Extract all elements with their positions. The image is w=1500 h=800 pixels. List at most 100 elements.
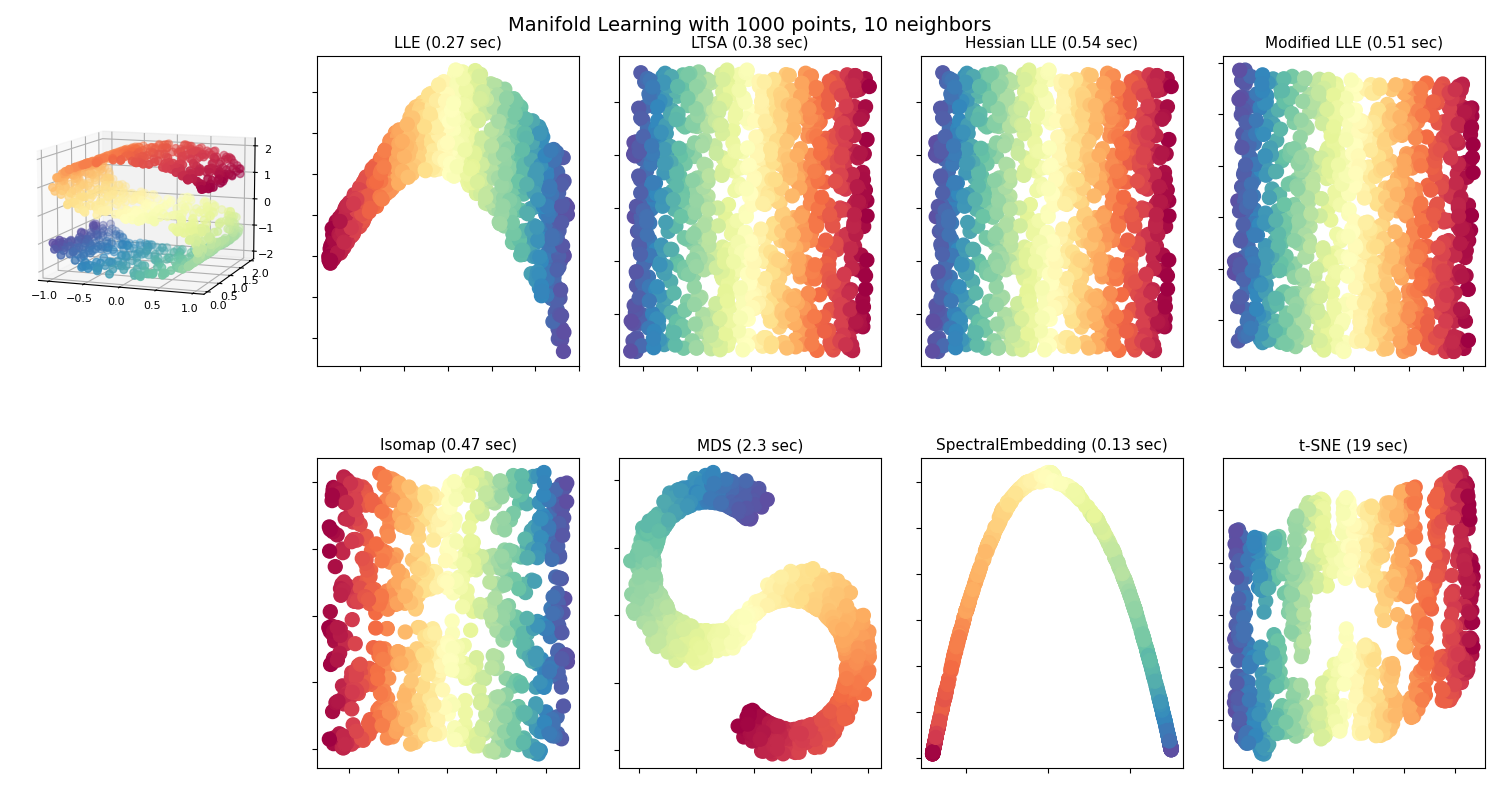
- Point: [847, 676, 871, 689]
- Point: [1016, 477, 1040, 490]
- Point: [546, 619, 570, 632]
- Point: [503, 573, 526, 586]
- Point: [1366, 162, 1390, 174]
- Point: [849, 633, 873, 646]
- Point: [1340, 558, 1364, 571]
- Point: [442, 129, 466, 142]
- Point: [1000, 114, 1024, 126]
- Point: [922, 742, 946, 754]
- Point: [344, 493, 368, 506]
- Point: [696, 630, 720, 642]
- Point: [1362, 258, 1386, 270]
- Point: [1443, 106, 1467, 119]
- Point: [1146, 687, 1170, 700]
- Point: [692, 263, 715, 276]
- Point: [1440, 669, 1464, 682]
- Point: [644, 129, 668, 142]
- Point: [798, 111, 822, 124]
- Point: [957, 595, 981, 608]
- Point: [968, 562, 992, 574]
- Point: [422, 534, 446, 546]
- Point: [1251, 69, 1275, 82]
- Point: [705, 644, 729, 657]
- Point: [400, 695, 424, 708]
- Point: [1116, 582, 1140, 595]
- Point: [484, 578, 508, 590]
- Point: [448, 98, 472, 110]
- Point: [1311, 677, 1335, 690]
- Point: [1239, 195, 1263, 208]
- Point: [982, 174, 1006, 186]
- Point: [386, 646, 410, 658]
- Point: [360, 193, 384, 206]
- Point: [1005, 486, 1029, 498]
- Point: [405, 142, 429, 154]
- Point: [1060, 486, 1084, 499]
- Point: [486, 171, 510, 184]
- Point: [332, 741, 356, 754]
- Point: [1227, 629, 1251, 642]
- Point: [360, 166, 384, 178]
- Point: [1232, 674, 1256, 686]
- Point: [524, 654, 548, 666]
- Point: [759, 721, 783, 734]
- Point: [554, 592, 578, 605]
- Point: [1299, 154, 1323, 166]
- Point: [546, 522, 570, 535]
- Point: [722, 502, 746, 515]
- Point: [740, 105, 764, 118]
- Point: [458, 142, 482, 154]
- Point: [1431, 684, 1455, 697]
- Point: [1438, 305, 1462, 318]
- Point: [742, 174, 766, 186]
- Point: [982, 237, 1006, 250]
- Point: [750, 95, 774, 108]
- Point: [1437, 86, 1461, 99]
- Point: [413, 110, 436, 123]
- Point: [705, 632, 729, 645]
- Point: [850, 166, 874, 178]
- Point: [1443, 83, 1467, 96]
- Point: [1150, 707, 1174, 720]
- Point: [626, 147, 650, 160]
- Point: [507, 738, 531, 751]
- Point: [1294, 179, 1318, 192]
- Point: [1362, 240, 1386, 253]
- Point: [416, 155, 440, 168]
- Point: [1371, 343, 1395, 356]
- Point: [1452, 541, 1476, 554]
- Point: [381, 596, 405, 609]
- Point: [1368, 303, 1392, 316]
- Point: [642, 559, 666, 572]
- Point: [381, 140, 405, 153]
- Point: [1226, 300, 1250, 313]
- Point: [1430, 482, 1454, 495]
- Point: [837, 342, 861, 354]
- Point: [374, 181, 398, 194]
- Point: [726, 720, 750, 733]
- Point: [344, 217, 368, 230]
- Point: [1292, 166, 1316, 178]
- Point: [414, 158, 438, 170]
- Point: [1086, 515, 1110, 528]
- Point: [1448, 179, 1472, 192]
- Point: [735, 307, 759, 320]
- Point: [942, 139, 966, 152]
- Point: [634, 190, 658, 202]
- Point: [1113, 574, 1137, 587]
- Point: [404, 663, 427, 676]
- Point: [810, 602, 834, 614]
- Point: [930, 703, 954, 716]
- Point: [1017, 476, 1041, 489]
- Point: [658, 486, 682, 499]
- Point: [992, 502, 1016, 515]
- Point: [664, 163, 688, 176]
- Point: [494, 170, 517, 182]
- Point: [1416, 338, 1440, 350]
- Point: [516, 166, 540, 179]
- Point: [1246, 649, 1270, 662]
- Point: [426, 660, 450, 673]
- Point: [756, 579, 780, 592]
- Point: [490, 551, 514, 564]
- Point: [1008, 485, 1032, 498]
